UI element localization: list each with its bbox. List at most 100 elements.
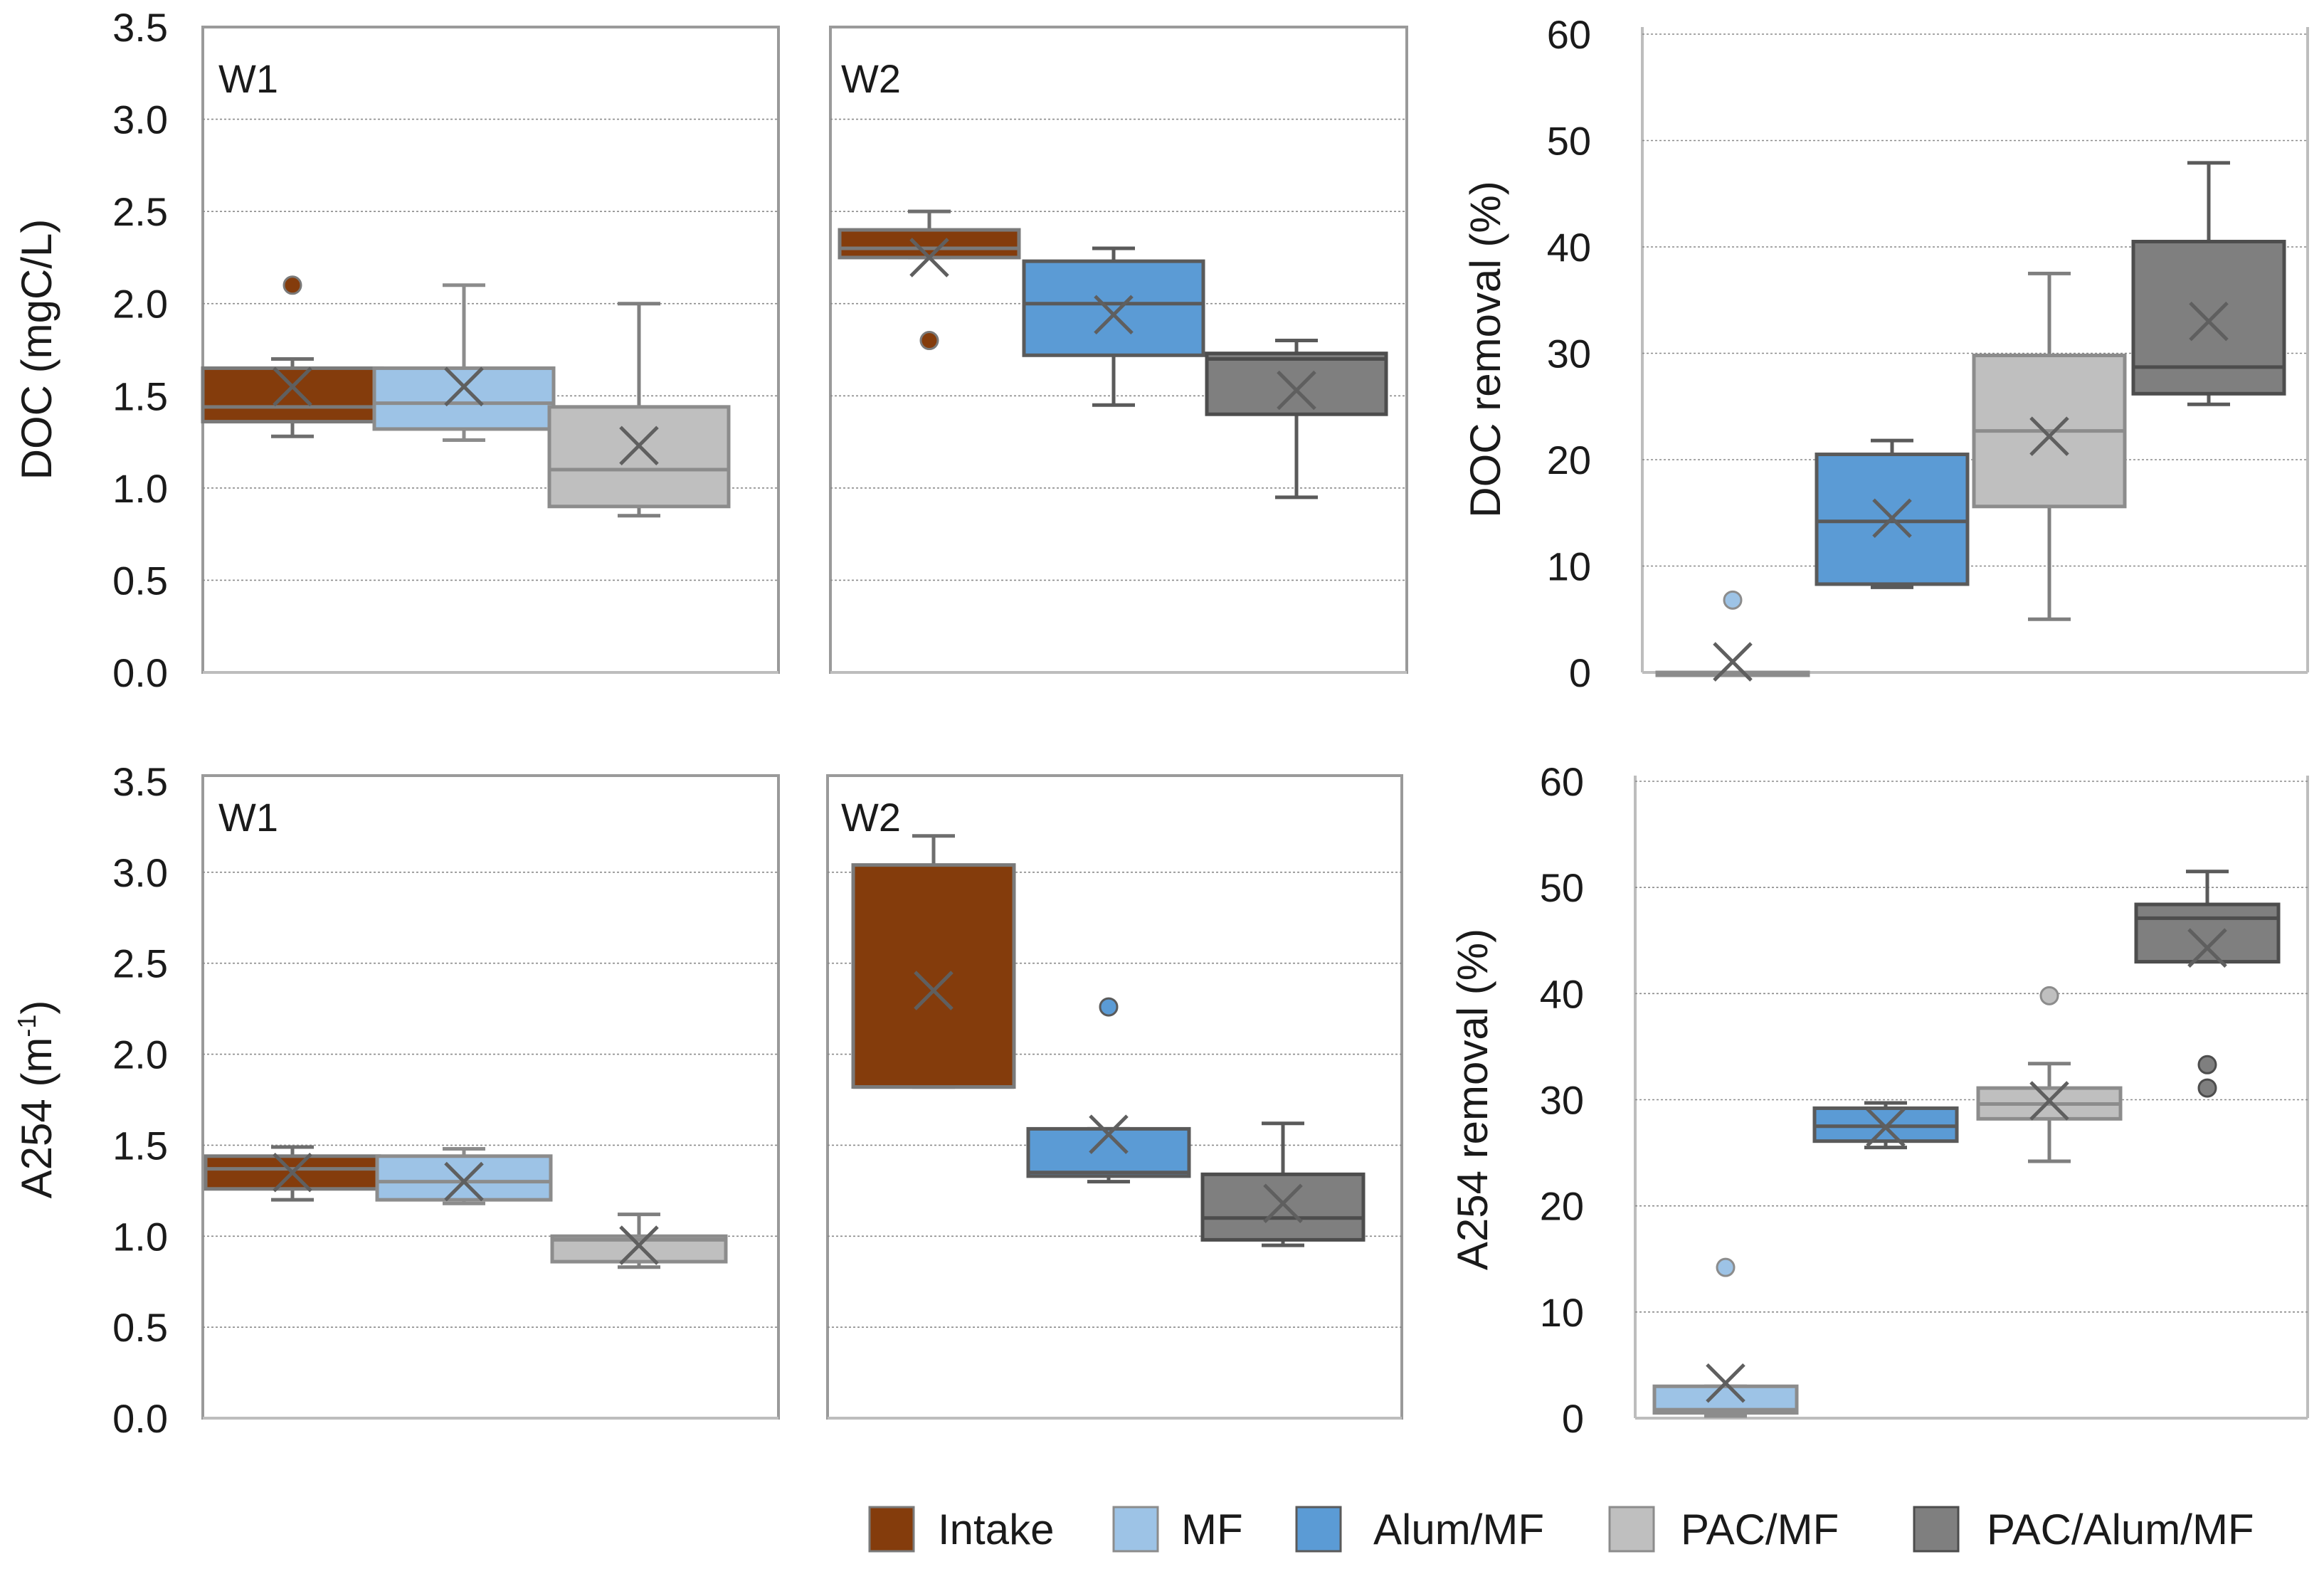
box-pac-alum-mf	[1205, 339, 1388, 500]
y-tick-labels: 0.0 0.5 1.0 1.5 2.0 2.5 3.0 3.5	[112, 759, 168, 1441]
panel-label: W1	[218, 56, 278, 101]
panel-label: W1	[218, 795, 278, 840]
gridlines	[1635, 781, 2308, 1313]
box-series-group	[201, 275, 731, 518]
y-tick-label: 30	[1547, 332, 1591, 376]
outlier-point	[2197, 1078, 2217, 1098]
box-pac-mf	[1976, 986, 2123, 1163]
box-pac-mf	[550, 1213, 728, 1269]
y-tick-label: 2.0	[112, 282, 168, 327]
plot-area	[201, 26, 780, 674]
y-tick-label: 50	[1547, 119, 1591, 164]
box-mf	[1652, 1257, 1799, 1418]
mean-marker	[1263, 1183, 1303, 1224]
y-tick-label: 0	[1562, 1396, 1584, 1441]
box-series-group	[851, 834, 1366, 1247]
legend-label: Intake	[938, 1506, 1054, 1553]
legend-swatch	[1295, 1506, 1342, 1553]
panel-label: W2	[841, 56, 901, 101]
box-pac-alum-mf	[1200, 1121, 1366, 1247]
mean-marker	[273, 1153, 312, 1193]
y-tick-label: 2.5	[112, 189, 168, 234]
y-tick-label: 40	[1540, 971, 1584, 1016]
legend-item-intake: Intake	[868, 1506, 1054, 1553]
y-tick-label: 0.0	[112, 650, 168, 695]
outlier-point	[2039, 986, 2059, 1005]
y-tick-label: 60	[1540, 759, 1584, 804]
y-tick-label: 10	[1540, 1290, 1584, 1335]
box-series-group	[838, 209, 1388, 500]
panel-w2-doc: W2	[829, 26, 1408, 674]
y-tick-label: 60	[1547, 12, 1591, 57]
legend-label: Alum/MF	[1373, 1506, 1544, 1553]
y-tick-label: 3.5	[112, 759, 168, 804]
legend-label: MF	[1181, 1506, 1243, 1553]
box-alum-mf	[1026, 997, 1191, 1184]
y-tick-label: 1.0	[112, 1214, 168, 1259]
outlier-point	[1099, 997, 1119, 1017]
mean-marker	[1277, 370, 1316, 411]
outlier-point	[919, 331, 939, 351]
y-tick-label: 50	[1540, 865, 1584, 910]
box-mf	[375, 1147, 553, 1205]
box-alum-mf	[1812, 1101, 1959, 1150]
box-iqr	[2134, 902, 2281, 964]
outlier-point	[1716, 1257, 1736, 1277]
y-axis-label: DOC removal (%)	[1462, 181, 1509, 517]
mean-marker	[444, 366, 484, 407]
outlier-point	[282, 275, 302, 295]
legend-swatch	[1913, 1506, 1960, 1553]
y-tick-labels: 0 10 20 30 40 50 60	[1540, 759, 1584, 1441]
panel-doc-removal: 0 10 20 30 40 50 60 DOC removal (%)	[1462, 12, 2309, 695]
mean-marker	[1866, 1107, 1906, 1148]
box-intake	[201, 275, 384, 438]
y-tick-label: 0.5	[112, 1305, 168, 1350]
panel-w1-doc: 0.0 0.5 1.0 1.5 2.0 2.5 3.0 3.5 W1 DOC (mgC/L)	[13, 5, 780, 695]
panel-w1-a254: 0.0 0.5 1.0 1.5 2.0 2.5 3.0 3.5 W1 A254 (m-1)	[12, 759, 780, 1441]
mean-marker	[1713, 642, 1753, 682]
y-tick-label: 1.5	[112, 374, 168, 418]
panel-a254-removal: 0 10 20 30 40 50 60 A254 removal (%)	[1449, 759, 2309, 1441]
box-series-group	[204, 1145, 728, 1269]
legend: Intake MF Alum/MF PAC/MF PAC/Alum/MF	[868, 1506, 2254, 1553]
y-axis-label: DOC (mgC/L)	[13, 219, 60, 480]
y-tick-label: 40	[1547, 225, 1591, 270]
outlier-point	[2197, 1055, 2217, 1074]
mean-marker	[2187, 928, 2227, 968]
y-tick-label: 3.0	[112, 850, 168, 895]
box-iqr	[375, 1154, 553, 1202]
mean-marker	[2029, 1081, 2069, 1121]
legend-swatch	[1608, 1506, 1655, 1553]
y-tick-label: 10	[1547, 544, 1591, 589]
gridlines	[203, 118, 778, 581]
mean-marker	[2029, 416, 2069, 456]
box-iqr	[838, 228, 1021, 260]
mean-marker	[1872, 498, 1912, 538]
legend-item-pac-mf: PAC/MF	[1608, 1506, 1839, 1553]
y-tick-label: 1.5	[112, 1123, 168, 1168]
mean-marker	[914, 971, 954, 1010]
legend-swatch	[1112, 1506, 1159, 1553]
y-axis-label: A254 removal (%)	[1449, 929, 1496, 1270]
y-tick-labels: 0.0 0.5 1.0 1.5 2.0 2.5 3.0 3.5	[112, 5, 168, 695]
mean-marker	[1706, 1363, 1745, 1403]
box-iqr	[851, 863, 1016, 1089]
box-intake	[851, 834, 1016, 1089]
box-pac-mf	[547, 302, 731, 518]
outlier-point	[1723, 590, 1743, 610]
box-series-group	[1655, 161, 2286, 682]
box-iqr	[372, 366, 556, 431]
box-series-group	[1652, 870, 2281, 1418]
y-axis-label: A254 (m-1)	[12, 1000, 60, 1199]
legend-item-alum-mf: Alum/MF	[1295, 1506, 1544, 1553]
mean-marker	[619, 1225, 659, 1265]
y-tick-label: 20	[1547, 438, 1591, 482]
box-iqr	[547, 405, 731, 509]
panel-label: W2	[841, 795, 901, 840]
y-tick-label: 3.0	[112, 97, 168, 142]
box-alum-mf	[1022, 246, 1205, 407]
legend-label: PAC/MF	[1681, 1506, 1839, 1553]
y-tick-label: 2.0	[112, 1032, 168, 1077]
box-intake	[204, 1145, 381, 1202]
